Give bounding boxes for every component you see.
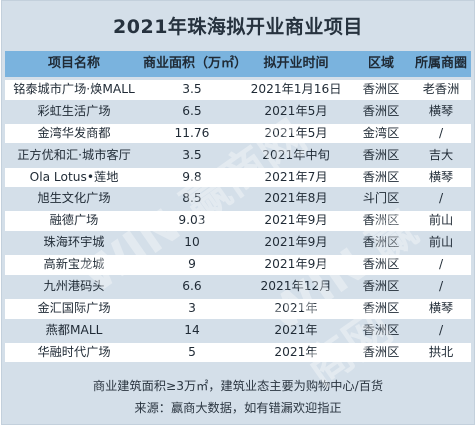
table-row: 燕都MALL 14 2021年 香洲区 / xyxy=(5,320,471,341)
cell-district: 香洲区 xyxy=(362,235,400,250)
cell-open-date: 2021年9月 xyxy=(264,213,328,228)
header-cell-area: 商业面积（万㎡） xyxy=(143,56,241,71)
table-row: 高新宝龙城 9 2021年9月 香洲区 / xyxy=(5,255,471,275)
cell-project-name: 正方优和汇·城市客厅 xyxy=(17,147,131,162)
cell-open-date: 2021年5月 xyxy=(264,125,328,140)
cell-district: 香洲区 xyxy=(362,169,400,184)
cell-district: 香洲区 xyxy=(362,279,400,294)
cell-project-name: 珠海环宇城 xyxy=(43,235,105,250)
cell-open-date: 2021年中旬 xyxy=(262,147,330,162)
table-row: 金汇国际广场 3 2021年 香洲区 横琴 xyxy=(5,298,471,319)
cell-open-date: 2021年9月 xyxy=(264,257,328,272)
cell-area: 5 xyxy=(188,344,196,359)
cell-area: 9 xyxy=(188,257,196,272)
cell-business-zone: 拱北 xyxy=(428,344,454,359)
cell-project-name: 九州港码头 xyxy=(43,279,105,294)
cell-project-name: 华融时代广场 xyxy=(37,344,111,359)
cell-district: 香洲区 xyxy=(362,213,400,228)
cell-district: 香洲区 xyxy=(362,147,400,162)
cell-district: 香洲区 xyxy=(362,322,400,337)
table-row: 华融时代广场 5 2021年 香洲区 拱北 xyxy=(5,342,471,363)
table-row: Ola Lotus•莲地 9.8 2021年7月 香洲区 横琴 xyxy=(5,167,471,188)
cell-area: 6.6 xyxy=(182,279,202,294)
header-cell-name: 项目名称 xyxy=(47,56,100,71)
cell-district: 香洲区 xyxy=(362,257,400,272)
cell-district: 香洲区 xyxy=(362,103,400,118)
cell-area: 9.8 xyxy=(182,169,202,184)
cell-open-date: 2021年1月16日 xyxy=(250,82,342,96)
table-row: 融德广场 9.03 2021年9月 香洲区 前山 xyxy=(5,211,471,231)
cell-open-date: 2021年 xyxy=(274,322,318,337)
cell-district: 金湾区 xyxy=(362,125,400,140)
table-row: 九州港码头 6.6 2021年12月 香洲区 / xyxy=(5,277,471,297)
cell-project-name: 金汇国际广场 xyxy=(37,300,111,315)
cell-business-zone: / xyxy=(438,279,444,294)
cell-area: 14 xyxy=(184,322,200,337)
cell-business-zone: 横琴 xyxy=(428,169,454,184)
cell-project-name: Ola Lotus•莲地 xyxy=(29,169,119,184)
cell-area: 10 xyxy=(184,235,200,250)
cell-project-name: 旭生文化广场 xyxy=(37,191,111,206)
cell-open-date: 2021年7月 xyxy=(264,169,328,184)
cell-business-zone: / xyxy=(438,322,444,337)
cell-district: 斗门区 xyxy=(362,191,400,206)
table-row: 彩虹生活广场 6.5 2021年5月 香洲区 横琴 xyxy=(5,101,471,122)
cell-business-zone: / xyxy=(438,191,444,206)
cell-open-date: 2021年8月 xyxy=(264,191,328,206)
cell-district: 香洲区 xyxy=(362,82,400,96)
footer: 商业建筑面积≥3万㎡，建筑业态主要为购物中心/百货 来源：赢商大数据，如有错漏欢… xyxy=(2,375,474,419)
projects-table: 项目名称 商业面积（万㎡） 拟开业时间 区域 所属商圈 铭泰城市广场·焕MALL… xyxy=(5,51,471,365)
table-row: 金湾华发商都 11.76 2021年5月 金湾区 / xyxy=(5,123,471,144)
footer-source: 来源：赢商大数据，如有错漏欢迎指正 xyxy=(134,401,342,415)
cell-business-zone: / xyxy=(438,257,444,272)
header-cell-date: 拟开业时间 xyxy=(263,56,329,71)
cell-open-date: 2021年5月 xyxy=(264,103,328,118)
cell-business-zone: 吉大 xyxy=(428,147,454,162)
cell-project-name: 彩虹生活广场 xyxy=(37,103,111,118)
cell-open-date: 2021年 xyxy=(274,300,318,315)
cell-project-name: 铭泰城市广场·焕MALL xyxy=(13,82,135,96)
cell-area: 6.5 xyxy=(182,103,202,118)
table-row: 正方优和汇·城市客厅 3.5 2021年中旬 香洲区 吉大 xyxy=(5,145,471,166)
cell-area: 8.5 xyxy=(182,191,202,206)
table-row: 旭生文化广场 8.5 2021年8月 斗门区 / xyxy=(5,189,471,210)
cell-area: 3.5 xyxy=(182,147,202,162)
table-row: 铭泰城市广场·焕MALL 3.5 2021年1月16日 香洲区 老香洲 xyxy=(5,80,471,100)
page-title: 2021年珠海拟开业商业项目 xyxy=(113,16,363,38)
cell-business-zone: 前山 xyxy=(428,213,454,228)
cell-open-date: 2021年9月 xyxy=(264,235,328,250)
cell-open-date: 2021年12月 xyxy=(260,279,332,294)
footer-note: 商业建筑面积≥3万㎡，建筑业态主要为购物中心/百货 xyxy=(92,379,384,393)
header-cell-district: 区域 xyxy=(367,56,394,71)
table-header-row: 项目名称 商业面积（万㎡） 拟开业时间 区域 所属商圈 xyxy=(5,51,471,77)
cell-project-name: 金湾华发商都 xyxy=(37,125,111,140)
cell-business-zone: 横琴 xyxy=(428,103,454,118)
header-cell-zone: 所属商圈 xyxy=(414,56,467,71)
cell-project-name: 燕都MALL xyxy=(45,322,103,337)
cell-area: 3.5 xyxy=(182,82,202,96)
cell-project-name: 高新宝龙城 xyxy=(43,257,105,272)
cell-business-zone: / xyxy=(438,125,444,140)
cell-district: 香洲区 xyxy=(362,344,400,359)
cell-open-date: 2021年 xyxy=(274,344,318,359)
cell-area: 11.76 xyxy=(174,125,210,140)
cell-district: 香洲区 xyxy=(362,300,400,315)
cell-business-zone: 横琴 xyxy=(428,300,454,315)
cell-project-name: 融德广场 xyxy=(49,213,99,228)
cell-business-zone: 前山 xyxy=(428,235,454,250)
table-row: 珠海环宇城 10 2021年9月 香洲区 前山 xyxy=(5,233,471,253)
cell-area: 9.03 xyxy=(178,213,206,228)
cell-area: 3 xyxy=(188,300,196,315)
cell-business-zone: 老香洲 xyxy=(422,82,460,96)
table-body: 铭泰城市广场·焕MALL 3.5 2021年1月16日 香洲区 老香洲 彩虹生活广场 6.5… xyxy=(5,80,471,363)
